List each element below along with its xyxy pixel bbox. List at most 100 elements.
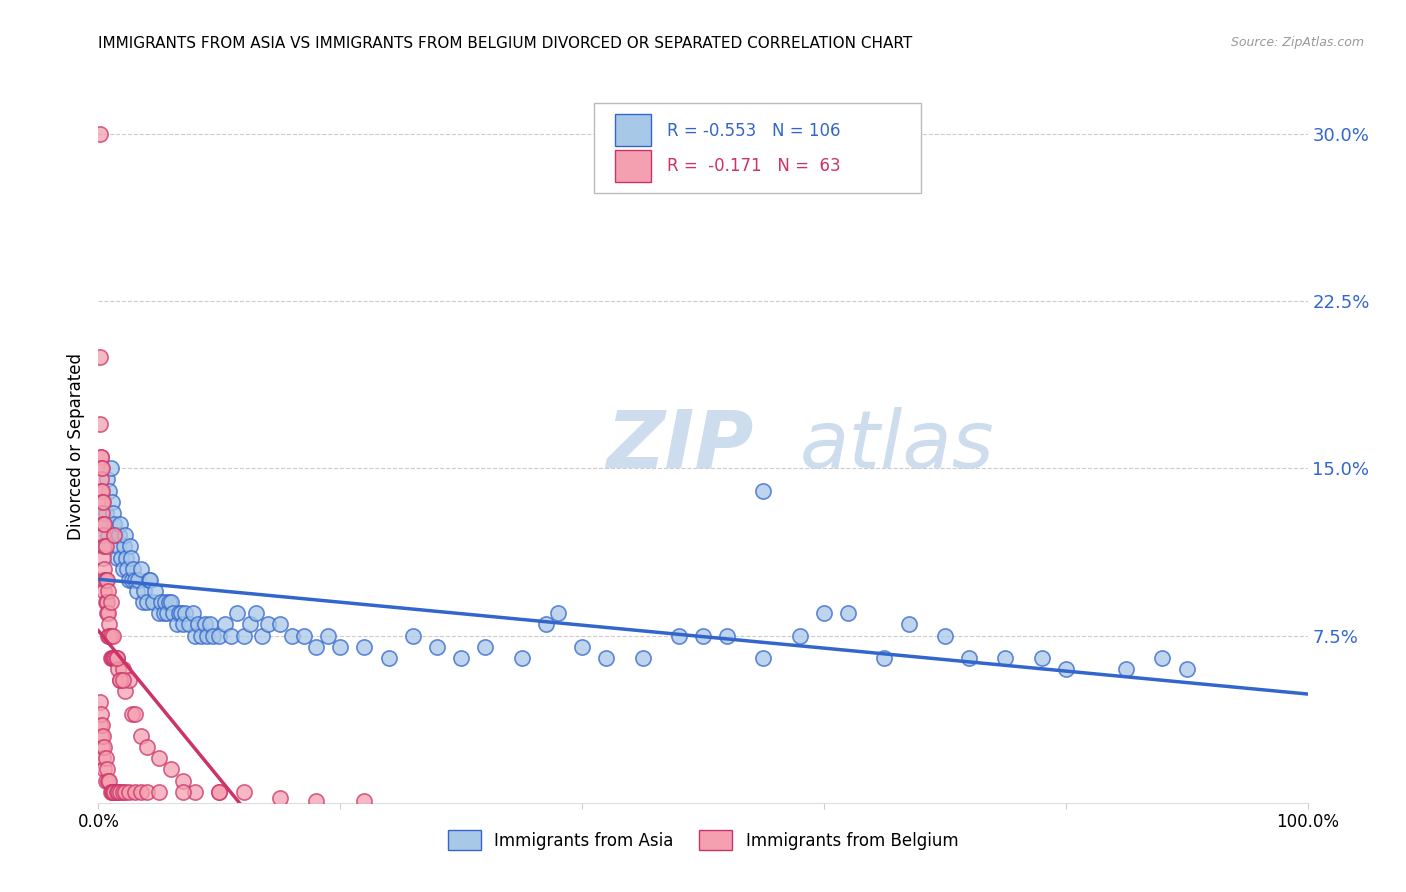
Point (124, 573, 146, 587)
Point (250, 628, 273, 642)
Point (108, 673, 131, 687)
Point (245, 607, 267, 621)
Point (897, 617, 920, 632)
Point (111, 673, 134, 687)
Point (91, 740, 114, 755)
Point (181, 607, 204, 621)
Point (97, 628, 120, 642)
Text: R =  -0.171   N =  63: R = -0.171 N = 63 (666, 157, 841, 175)
Point (100, 494, 122, 508)
Point (934, 628, 956, 642)
Point (752, 483, 775, 498)
Point (129, 785, 152, 799)
Legend: Immigrants from Asia, Immigrants from Belgium: Immigrants from Asia, Immigrants from Be… (440, 822, 966, 859)
Point (194, 617, 217, 632)
Point (129, 729, 152, 743)
Point (172, 773, 194, 788)
Text: R = -0.553   N = 106: R = -0.553 N = 106 (666, 121, 841, 139)
Point (142, 595, 165, 609)
Point (139, 573, 162, 587)
Point (172, 617, 194, 632)
Point (107, 539, 129, 553)
Point (124, 706, 146, 721)
Point (187, 617, 209, 632)
Point (716, 628, 738, 642)
Point (111, 662, 134, 676)
Point (353, 640, 375, 654)
Text: ZIP: ZIP (606, 407, 754, 485)
Point (269, 617, 291, 632)
FancyBboxPatch shape (614, 150, 651, 182)
Point (208, 785, 231, 799)
Point (118, 539, 141, 553)
Point (100, 785, 122, 799)
Point (121, 573, 143, 587)
Point (148, 751, 170, 765)
Point (104, 528, 127, 542)
Point (111, 562, 134, 576)
Point (97, 528, 120, 542)
Point (957, 651, 980, 665)
Point (101, 628, 124, 642)
Point (135, 595, 157, 609)
Point (127, 583, 149, 598)
Point (305, 640, 328, 654)
Point (90, 450, 112, 464)
Point (692, 628, 714, 642)
Point (198, 617, 221, 632)
Point (994, 651, 1017, 665)
Point (195, 628, 218, 642)
Point (148, 607, 170, 621)
Point (160, 762, 183, 776)
Point (292, 628, 315, 642)
Point (1152, 651, 1174, 665)
Point (179, 617, 201, 632)
Point (96, 595, 118, 609)
Point (111, 785, 134, 799)
FancyBboxPatch shape (614, 114, 651, 146)
Point (93, 740, 115, 755)
Point (329, 640, 352, 654)
Point (96, 607, 118, 621)
Point (93, 562, 115, 576)
Point (100, 595, 122, 609)
Point (789, 628, 811, 642)
Point (190, 628, 212, 642)
Point (208, 628, 231, 642)
Point (98, 773, 121, 788)
Point (118, 573, 141, 587)
Point (402, 628, 425, 642)
Point (157, 595, 180, 609)
Point (98, 628, 121, 642)
Point (108, 673, 131, 687)
Text: Source: ZipAtlas.com: Source: ZipAtlas.com (1230, 36, 1364, 49)
Point (316, 628, 339, 642)
Point (281, 628, 304, 642)
Point (127, 573, 149, 587)
Point (105, 651, 128, 665)
Point (1115, 662, 1137, 676)
Point (110, 550, 132, 565)
Point (105, 651, 128, 665)
Point (214, 617, 236, 632)
Point (91, 528, 114, 542)
Point (232, 628, 254, 642)
Point (1031, 651, 1053, 665)
Point (150, 595, 173, 609)
Point (90, 706, 112, 721)
Point (571, 640, 593, 654)
Text: IMMIGRANTS FROM ASIA VS IMMIGRANTS FROM BELGIUM DIVORCED OR SEPARATED CORRELATIO: IMMIGRANTS FROM ASIA VS IMMIGRANTS FROM … (98, 36, 912, 51)
Point (1054, 662, 1077, 676)
Point (160, 595, 183, 609)
Point (94, 506, 117, 520)
Point (120, 550, 142, 565)
Point (91, 461, 114, 475)
Point (90, 506, 112, 520)
Point (134, 583, 156, 598)
Point (90, 461, 112, 475)
Point (873, 651, 896, 665)
Point (91, 483, 114, 498)
Point (100, 461, 122, 475)
Point (89, 127, 111, 141)
FancyBboxPatch shape (595, 103, 921, 193)
